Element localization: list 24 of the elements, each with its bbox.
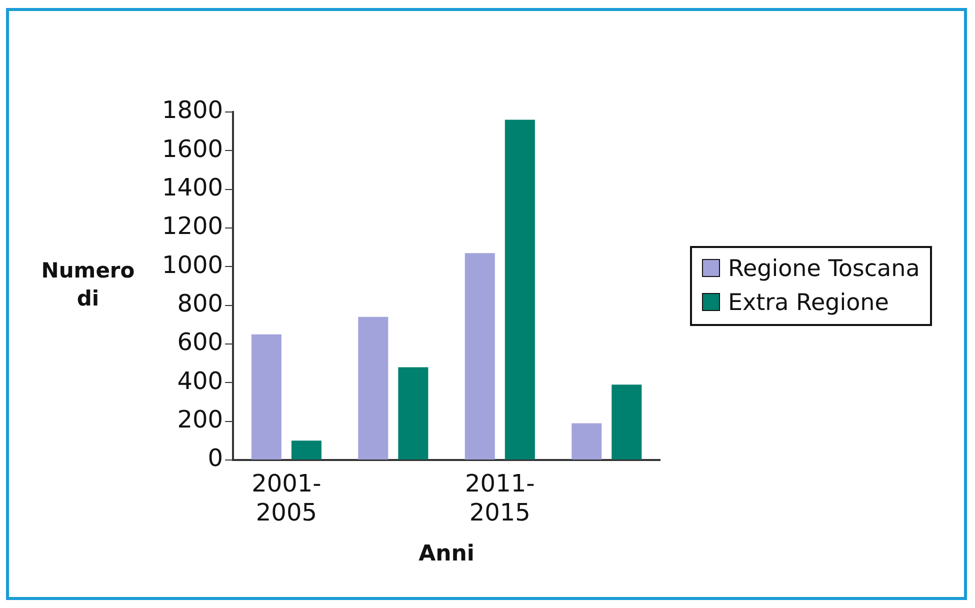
bar: [291, 440, 322, 460]
y-tick-label: 1800: [162, 96, 224, 124]
bar: [251, 334, 282, 460]
bar: [398, 367, 428, 460]
y-tick-label: 200: [177, 406, 224, 434]
y-tick-label: 1000: [162, 250, 224, 279]
bar: [464, 253, 495, 460]
y-tick-label: 800: [177, 290, 224, 318]
y-tick-label: 1600: [162, 134, 224, 163]
y-tick-label: 1400: [162, 174, 224, 202]
y-axis-title: Numero di: [41, 258, 135, 310]
bar: [572, 423, 602, 460]
y-tick-label: 600: [177, 328, 224, 356]
x-axis-title: Anni: [418, 542, 474, 567]
x-tick-label: 2011-2015: [465, 470, 535, 526]
bar: [504, 120, 535, 460]
y-tick-label: 400: [177, 366, 224, 395]
legend-label: Extra Regione: [727, 289, 890, 318]
legend-label: Regione Toscana: [727, 255, 920, 284]
bar: [612, 384, 642, 460]
x-tick-label: 2001-2005: [252, 470, 322, 526]
y-tick-label: 1200: [162, 212, 224, 240]
bar: [358, 316, 388, 460]
y-tick-label: 0: [208, 444, 224, 472]
